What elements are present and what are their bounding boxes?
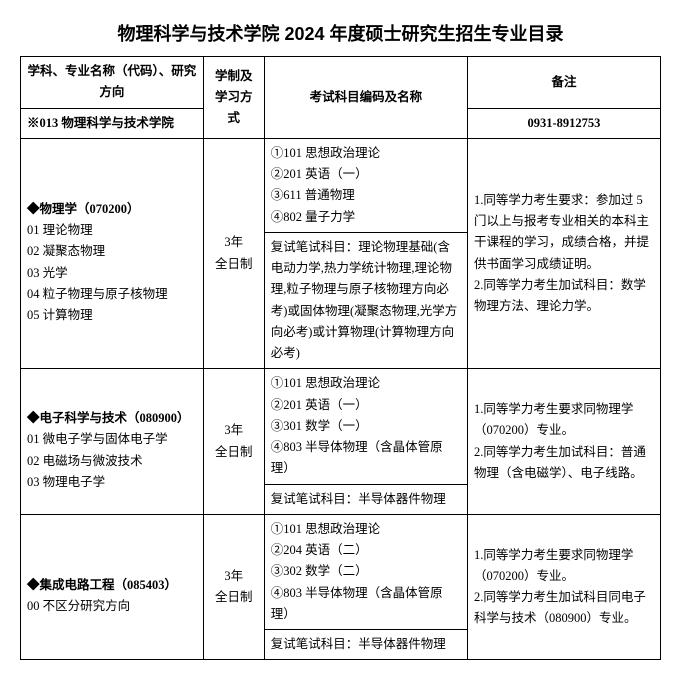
remark-cell: 1.同等学力考生要求：参加过 5 门以上与报考专业相关的本科主干课程的学习，成绩… [467, 138, 660, 369]
direction-item: 03 光学 [27, 263, 197, 284]
exam-retest: 复试笔试科目：半导体器件物理 [264, 630, 467, 660]
direction-item: 01 理论物理 [27, 220, 197, 241]
direction-item: 04 粒子物理与原子核物理 [27, 284, 197, 305]
subject-row: ◆集成电路工程（085403）00 不区分研究方向3年全日制①101 思想政治理… [21, 514, 661, 629]
header-col1: 学科、专业名称（代码）、研究方向 [21, 57, 204, 109]
duration-cell: 3年全日制 [203, 369, 264, 515]
direction-list: 01 理论物理02 凝聚态物理03 光学04 粒子物理与原子核物理05 计算物理 [27, 220, 197, 326]
direction-list: 00 不区分研究方向 [27, 596, 197, 617]
subject-cell: ◆电子科学与技术（080900） 01 微电子学与固体电子学02 电磁场与微波技术… [21, 369, 204, 515]
direction-item: 02 凝聚态物理 [27, 241, 197, 262]
subject-row: ◆电子科学与技术（080900） 01 微电子学与固体电子学02 电磁场与微波技术… [21, 369, 661, 484]
direction-item: 00 不区分研究方向 [27, 596, 197, 617]
header-col3: 考试科目编码及名称 [264, 57, 467, 139]
exam-retest: 复试笔试科目：半导体器件物理 [264, 484, 467, 514]
header-col2: 学制及学习方式 [203, 57, 264, 139]
subject-cell: ◆集成电路工程（085403） 00 不区分研究方向 [21, 514, 204, 660]
remark-cell: 1.同等学力考生要求同物理学（070200）专业。2.同等学力考生加试科目：普通… [467, 369, 660, 515]
exam-initial: ①101 思想政治理论②201 英语（一）③301 数学（一）④803 半导体物… [264, 369, 467, 484]
subject-name: ◆集成电路工程（085403） [27, 578, 177, 592]
direction-item: 01 微电子学与固体电子学 [27, 429, 197, 450]
exam-initial: ①101 思想政治理论②201 英语（一）③611 普通物理④802 量子力学 [264, 138, 467, 232]
exam-retest: 复试笔试科目：理论物理基础(含电动力学,热力学统计物理,理论物理,粒子物理与原子… [264, 232, 467, 369]
direction-item: 03 物理电子学 [27, 472, 197, 493]
subject-name: ◆物理学（070200） [27, 202, 140, 216]
direction-item: 02 电磁场与微波技术 [27, 451, 197, 472]
header-col4: 备注 [467, 57, 660, 109]
dept-phone: 0931-8912753 [467, 108, 660, 138]
subject-cell: ◆物理学（070200） 01 理论物理02 凝聚态物理03 光学04 粒子物理与… [21, 138, 204, 369]
dept-code: ※013 物理科学与技术学院 [21, 108, 204, 138]
remark-cell: 1.同等学力考生要求同物理学（070200）专业。2.同等学力考生加试科目同电子… [467, 514, 660, 660]
subject-row: ◆物理学（070200）01 理论物理02 凝聚态物理03 光学04 粒子物理与… [21, 138, 661, 232]
direction-item: 05 计算物理 [27, 305, 197, 326]
duration-cell: 3年全日制 [203, 514, 264, 660]
duration-cell: 3年全日制 [203, 138, 264, 369]
page-title: 物理科学与技术学院 2024 年度硕士研究生招生专业目录 [20, 20, 661, 46]
exam-initial: ①101 思想政治理论②204 英语（二）③302 数学（二）④803 半导体物… [264, 514, 467, 629]
direction-list: 01 微电子学与固体电子学02 电磁场与微波技术03 物理电子学 [27, 429, 197, 493]
header-row: 学科、专业名称（代码）、研究方向 学制及学习方式 考试科目编码及名称 备注 [21, 57, 661, 109]
subject-name: ◆电子科学与技术（080900） [27, 411, 190, 425]
catalog-table: 学科、专业名称（代码）、研究方向 学制及学习方式 考试科目编码及名称 备注 ※0… [20, 56, 661, 660]
